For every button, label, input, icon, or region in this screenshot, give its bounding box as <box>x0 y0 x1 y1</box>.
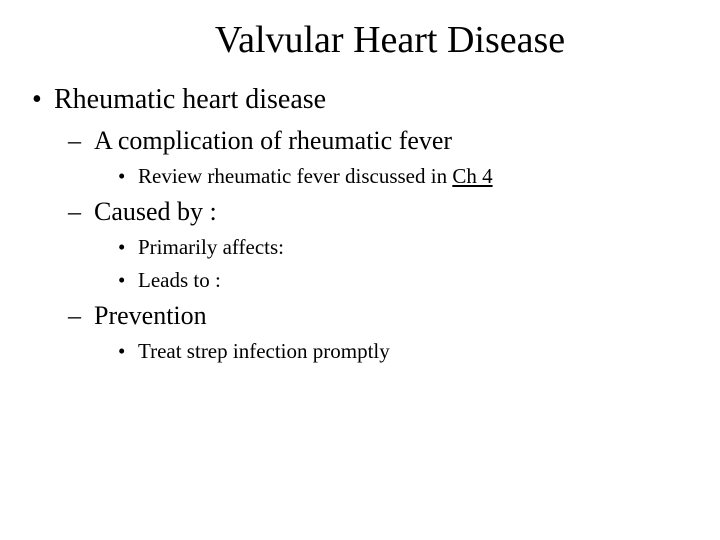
bullet-text: Primarily affects: <box>138 235 284 259</box>
bullet-text: A complication of rheumatic fever <box>94 126 452 155</box>
bullet-caused-by: Caused by : Primarily affects: Leads to … <box>66 197 692 293</box>
bullet-prevention: Prevention Treat strep infection promptl… <box>66 301 692 364</box>
bullet-leads-to: Leads to : <box>116 268 692 293</box>
bullet-text: Review rheumatic fever discussed in <box>138 164 452 188</box>
outline-level-3: Review rheumatic fever discussed in Ch 4 <box>94 164 692 189</box>
outline-level-2: A complication of rheumatic fever Review… <box>54 126 692 364</box>
bullet-text: Caused by : <box>94 197 217 226</box>
bullet-text: Prevention <box>94 301 207 330</box>
slide-title: Valvular Heart Disease <box>28 18 692 62</box>
bullet-rheumatic-heart-disease: Rheumatic heart disease A complication o… <box>28 84 692 364</box>
outline-level-3: Treat strep infection promptly <box>94 339 692 364</box>
bullet-text: Leads to : <box>138 268 221 292</box>
bullet-text: Rheumatic heart disease <box>54 84 326 115</box>
bullet-review-ch4: Review rheumatic fever discussed in Ch 4 <box>116 164 692 189</box>
bullet-complication: A complication of rheumatic fever Review… <box>66 126 692 189</box>
outline-level-3: Primarily affects: Leads to : <box>94 235 692 293</box>
bullet-treat-strep: Treat strep infection promptly <box>116 339 692 364</box>
bullet-text: Treat strep infection promptly <box>138 339 390 363</box>
bullet-primarily-affects: Primarily affects: <box>116 235 692 260</box>
outline-level-1: Rheumatic heart disease A complication o… <box>28 84 692 364</box>
underlined-ch4: Ch 4 <box>452 164 492 188</box>
